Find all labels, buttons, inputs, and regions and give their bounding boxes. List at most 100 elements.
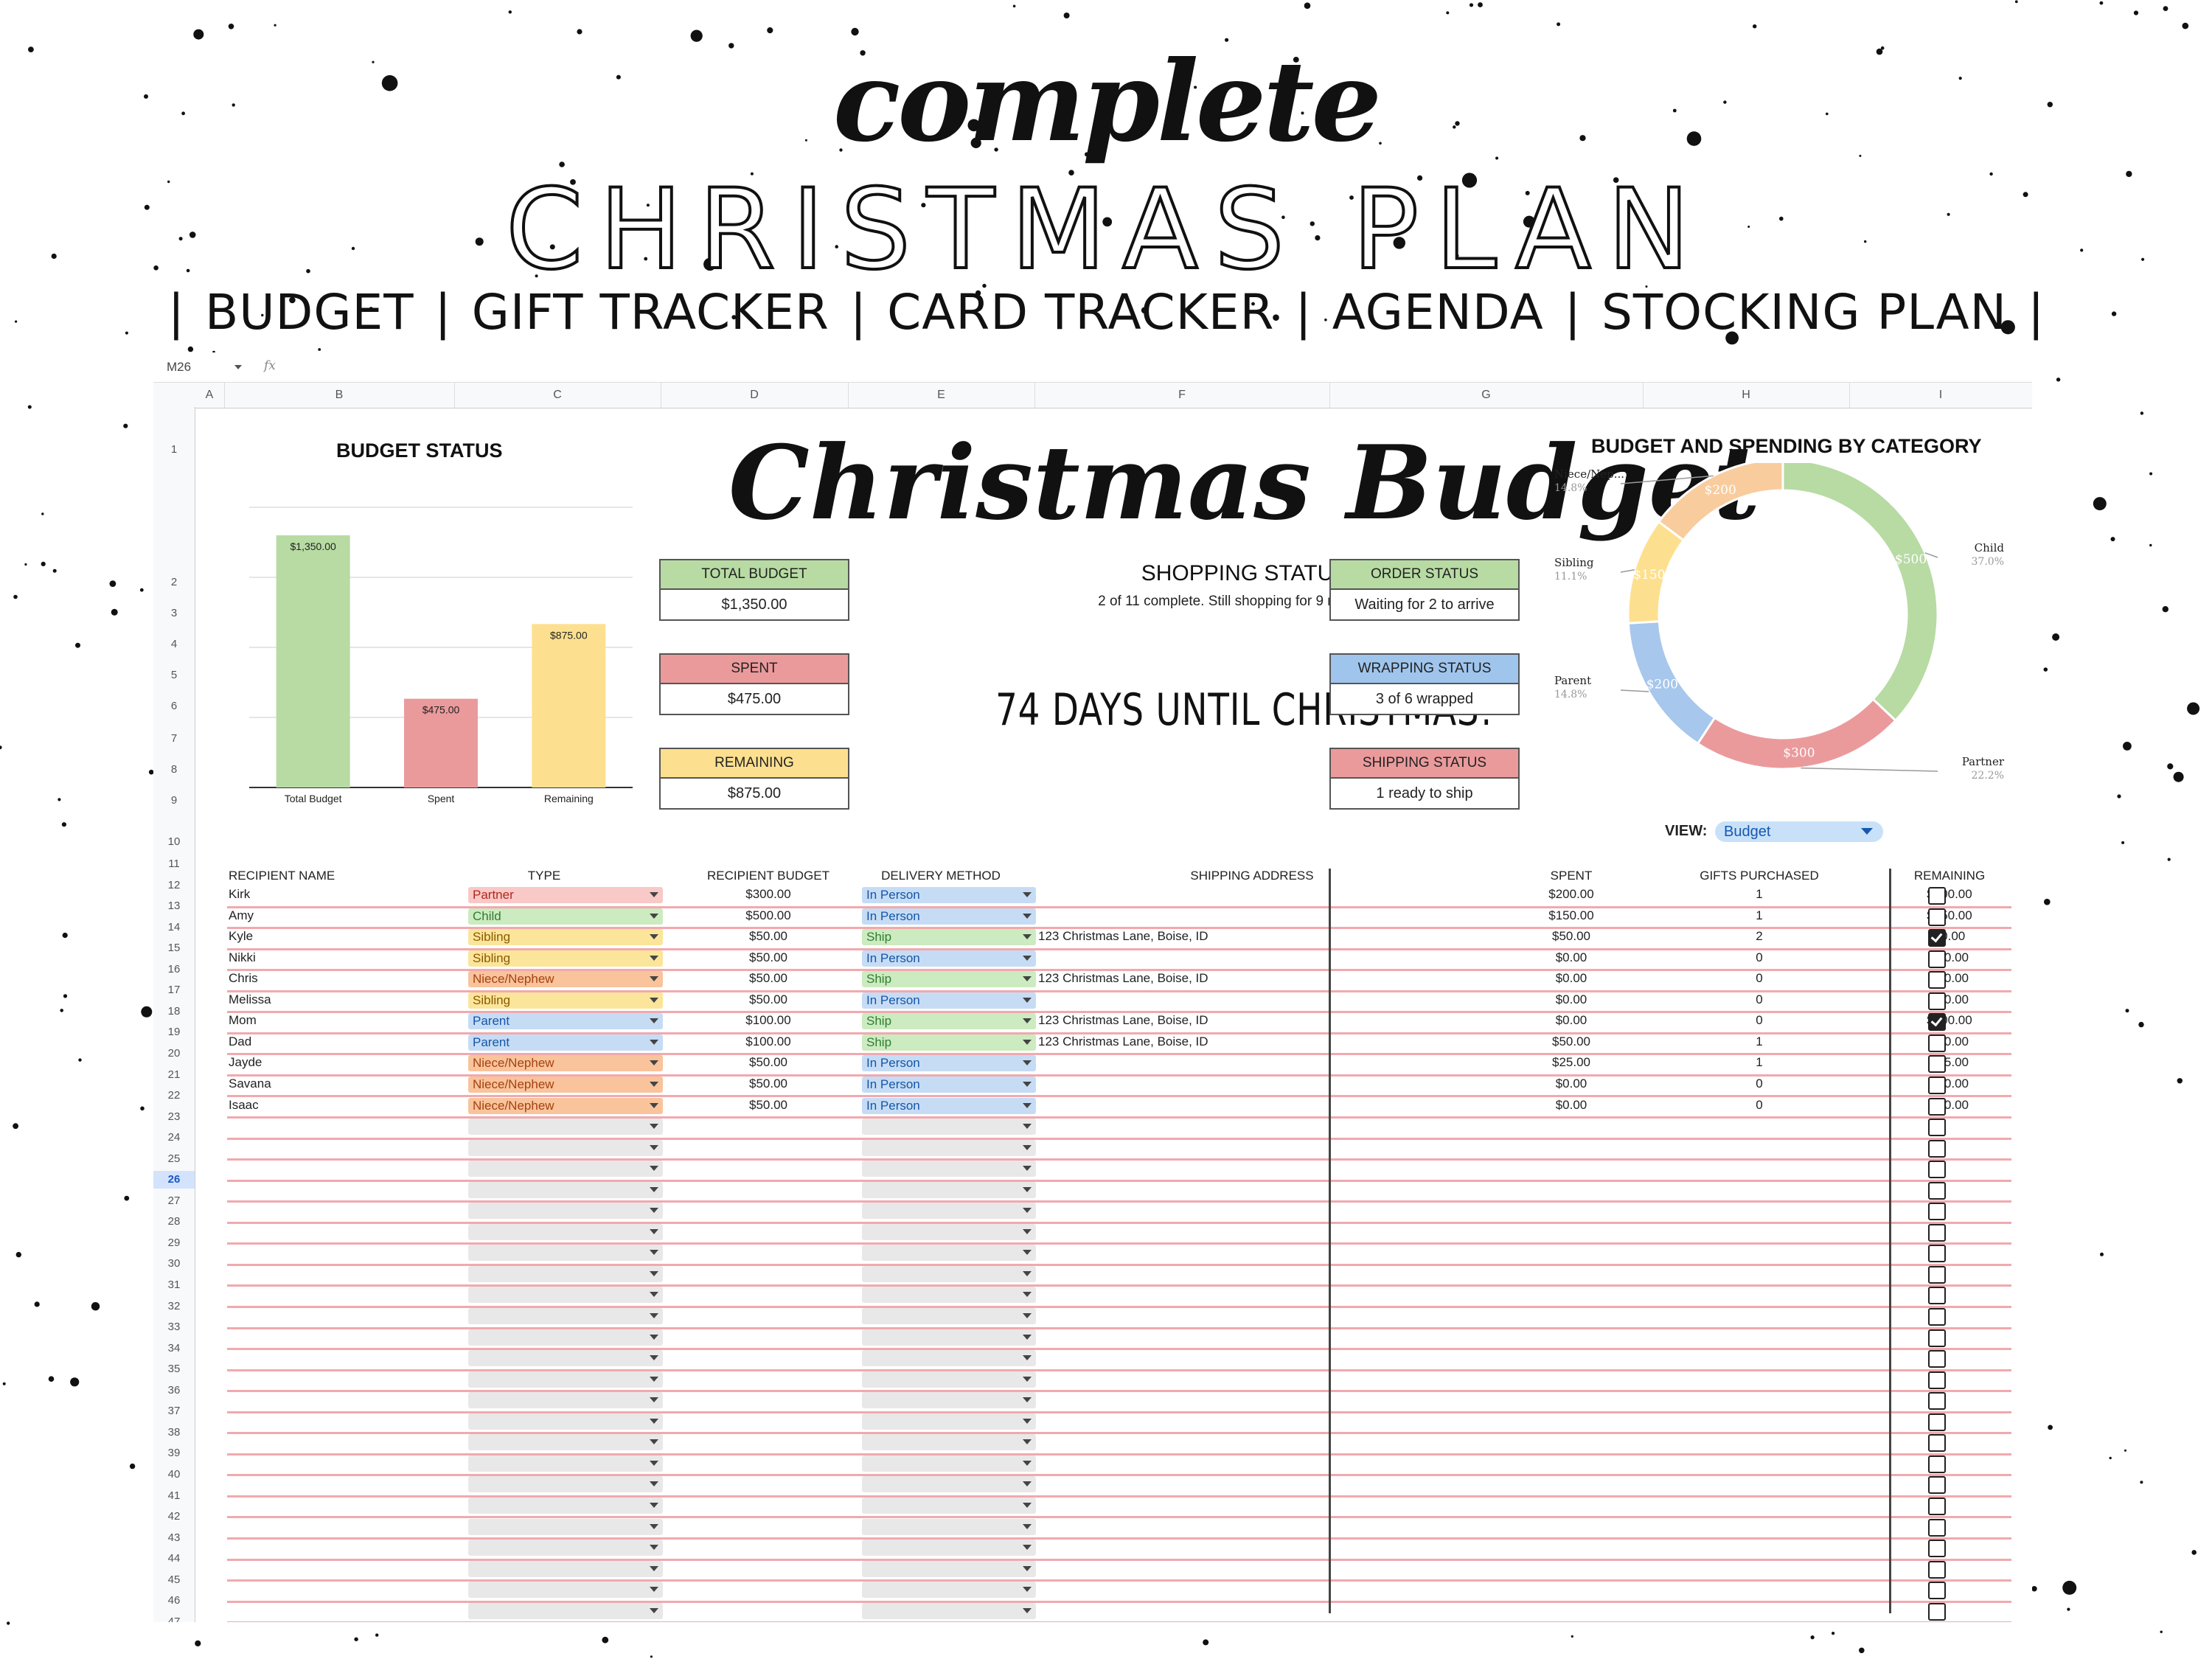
delivery-dropdown[interactable]: In Person [862, 1076, 1036, 1093]
row-header[interactable]: 18 [167, 1004, 181, 1018]
type-dropdown[interactable] [468, 1540, 663, 1557]
row-header[interactable]: 14 [167, 920, 181, 933]
done-shopping-checkbox[interactable] [1928, 1245, 1946, 1263]
done-shopping-checkbox[interactable] [1928, 1308, 1946, 1326]
done-shopping-checkbox[interactable] [1928, 1203, 1946, 1221]
type-dropdown[interactable] [468, 1139, 663, 1156]
row-header[interactable]: 8 [170, 763, 178, 776]
row-header[interactable]: 25 [167, 1152, 181, 1165]
row-header[interactable]: 24 [167, 1131, 181, 1144]
row-header[interactable]: 45 [167, 1573, 181, 1586]
delivery-dropdown[interactable] [862, 1371, 1036, 1388]
recipient-budget[interactable]: $100.00 [745, 1034, 791, 1048]
recipient-name[interactable]: Kyle [229, 929, 254, 944]
done-shopping-checkbox[interactable] [1928, 1329, 1946, 1347]
row-header[interactable]: 42 [167, 1510, 181, 1523]
row-header[interactable]: 43 [167, 1531, 181, 1544]
delivery-dropdown[interactable]: In Person [862, 887, 1036, 903]
recipient-budget[interactable]: $50.00 [749, 929, 787, 944]
recipient-budget[interactable]: $500.00 [745, 908, 791, 922]
type-dropdown[interactable] [468, 1265, 663, 1282]
recipient-budget[interactable]: $50.00 [749, 1097, 787, 1112]
type-dropdown[interactable] [468, 1329, 663, 1346]
gifts-purchased[interactable]: 1 [1756, 1034, 1763, 1048]
row-header[interactable]: 40 [167, 1467, 181, 1481]
delivery-dropdown[interactable] [862, 1161, 1036, 1178]
gifts-purchased[interactable]: 0 [1756, 1076, 1763, 1091]
type-dropdown[interactable] [468, 1371, 663, 1388]
done-shopping-checkbox[interactable] [1928, 1223, 1946, 1242]
delivery-dropdown[interactable] [862, 1434, 1036, 1451]
type-dropdown[interactable] [468, 1602, 663, 1619]
delivery-dropdown[interactable] [862, 1392, 1036, 1409]
spent-value[interactable]: $50.00 [1552, 929, 1590, 944]
delivery-dropdown[interactable]: In Person [862, 1097, 1036, 1114]
recipient-budget[interactable]: $50.00 [749, 992, 787, 1006]
name-box[interactable]: M26 [167, 360, 192, 374]
done-shopping-checkbox[interactable] [1928, 1119, 1946, 1137]
delivery-dropdown[interactable] [862, 1540, 1036, 1557]
row-header[interactable]: 11 [168, 858, 180, 870]
row-header[interactable]: 17 [167, 984, 181, 997]
row-header[interactable]: 2 [170, 576, 178, 588]
row-header[interactable]: 22 [167, 1089, 181, 1102]
delivery-dropdown[interactable]: Ship [862, 929, 1036, 946]
column-header-i[interactable]: I [1849, 383, 2032, 408]
done-shopping-checkbox[interactable] [1928, 1013, 1946, 1032]
row-header[interactable]: 3 [170, 607, 178, 619]
done-shopping-checkbox[interactable] [1928, 1161, 1946, 1179]
done-shopping-checkbox[interactable] [1928, 1265, 1946, 1284]
row-header[interactable]: 47 [167, 1615, 181, 1622]
row-header[interactable]: 34 [167, 1341, 181, 1354]
row-header[interactable]: 1 [170, 443, 178, 456]
row-header[interactable]: 30 [167, 1257, 181, 1270]
delivery-dropdown[interactable] [862, 1518, 1036, 1535]
column-header-c[interactable]: C [454, 383, 661, 408]
recipient-budget[interactable]: $50.00 [749, 1076, 787, 1091]
row-header[interactable]: 35 [167, 1363, 181, 1376]
type-dropdown[interactable] [468, 1392, 663, 1409]
shipping-address[interactable]: 123 Christmas Lane, Boise, ID [1038, 971, 1208, 986]
row-header[interactable]: 7 [170, 732, 178, 745]
view-select[interactable]: Budget [1715, 821, 1883, 842]
delivery-dropdown[interactable] [862, 1602, 1036, 1619]
recipient-budget[interactable]: $50.00 [749, 971, 787, 986]
shipping-address[interactable]: 123 Christmas Lane, Boise, ID [1038, 1034, 1208, 1048]
spent-value[interactable]: $150.00 [1548, 908, 1594, 922]
done-shopping-checkbox[interactable] [1928, 1287, 1946, 1305]
delivery-dropdown[interactable]: Ship [862, 1013, 1036, 1030]
delivery-dropdown[interactable] [862, 1476, 1036, 1493]
row-header[interactable]: 19 [167, 1026, 181, 1039]
column-header-d[interactable]: D [661, 383, 849, 408]
done-shopping-checkbox[interactable] [1928, 1434, 1946, 1453]
delivery-dropdown[interactable] [862, 1308, 1036, 1324]
done-shopping-checkbox[interactable] [1928, 1097, 1946, 1116]
recipient-budget[interactable]: $50.00 [749, 950, 787, 964]
delivery-dropdown[interactable] [862, 1245, 1036, 1262]
gifts-purchased[interactable]: 1 [1756, 908, 1763, 922]
delivery-dropdown[interactable] [862, 1119, 1036, 1135]
type-dropdown[interactable]: Partner [468, 887, 663, 903]
type-dropdown[interactable] [468, 1161, 663, 1178]
nav-budget[interactable]: BUDGET [204, 284, 414, 341]
type-dropdown[interactable] [468, 1560, 663, 1577]
delivery-dropdown[interactable] [862, 1265, 1036, 1282]
spent-value[interactable]: $0.00 [1555, 971, 1587, 986]
row-header[interactable]: 5 [170, 669, 178, 681]
type-dropdown[interactable] [468, 1203, 663, 1220]
row-header[interactable]: 39 [167, 1447, 181, 1460]
row-header[interactable]: 31 [167, 1279, 181, 1291]
type-dropdown[interactable] [468, 1582, 663, 1599]
type-dropdown[interactable] [468, 1223, 663, 1240]
row-header[interactable]: 9 [170, 794, 178, 807]
done-shopping-checkbox[interactable] [1928, 1139, 1946, 1158]
shipping-address[interactable]: 123 Christmas Lane, Boise, ID [1038, 1013, 1208, 1028]
column-header-f[interactable]: F [1034, 383, 1330, 408]
spent-value[interactable]: $0.00 [1555, 1013, 1587, 1028]
recipient-name[interactable]: Melissa [229, 992, 271, 1006]
type-dropdown[interactable] [468, 1434, 663, 1451]
column-header-e[interactable]: E [848, 383, 1035, 408]
column-header-a[interactable]: A [195, 383, 225, 408]
type-dropdown[interactable] [468, 1518, 663, 1535]
gifts-purchased[interactable]: 0 [1756, 1097, 1763, 1112]
